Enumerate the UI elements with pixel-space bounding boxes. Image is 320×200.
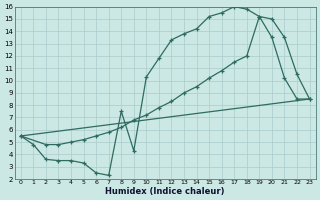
X-axis label: Humidex (Indice chaleur): Humidex (Indice chaleur) [106, 187, 225, 196]
